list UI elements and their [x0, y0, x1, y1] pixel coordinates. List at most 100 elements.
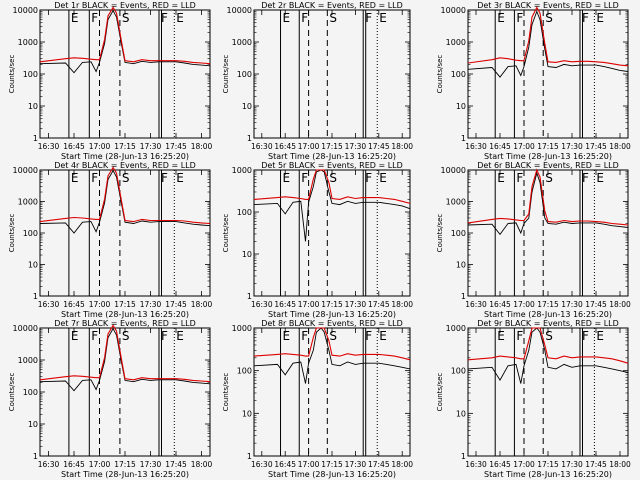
y-tick-label: 100: [23, 388, 38, 397]
y-tick-label: 10: [28, 261, 38, 270]
panel-det-7: Det 7r BLACK = Events, RED = LLD 1 10 100 10…: [8, 319, 213, 479]
flag-letter: F: [161, 171, 168, 185]
events-series-line: [39, 9, 211, 74]
panel-title: Det 1r BLACK = Events, RED = LLD: [54, 1, 196, 10]
x-axis-label: Start Time (28-Jun-13 16:25:20): [268, 152, 396, 161]
flag-letter: E: [71, 171, 79, 185]
x-tick-label: 16:30: [38, 300, 60, 309]
x-axis-label: Start Time (28-Jun-13 16:25:20): [61, 152, 189, 161]
flag-letter: E: [497, 329, 505, 343]
plot-frame: [39, 327, 211, 457]
y-tick-label: 100: [237, 367, 252, 376]
x-tick-label: 16:45: [274, 460, 296, 469]
x-tick-label: 18:00: [609, 460, 631, 469]
plot-frame: [253, 9, 411, 139]
x-tick-label: 17:30: [345, 460, 367, 469]
flag-letter: E: [596, 11, 604, 25]
x-tick-label: 17:30: [140, 300, 162, 309]
y-tick-label: 10: [456, 261, 466, 270]
x-tick-label: 17:30: [345, 142, 367, 151]
lld-series-line: [39, 6, 211, 65]
flag-letter: F: [365, 329, 372, 343]
y-tick-label: 1000: [232, 166, 252, 175]
flag-letter: S: [545, 329, 553, 343]
flag-letter: F: [301, 329, 308, 343]
panel-det-1: Det 1r BLACK = Events, RED = LLD 1 10 100 10…: [8, 1, 213, 161]
flag-letter: E: [379, 11, 387, 25]
x-tick-label: 18:00: [391, 300, 413, 309]
y-tick-label: 1000: [18, 356, 38, 365]
x-tick-label: 18:00: [391, 142, 413, 151]
flag-letter: E: [176, 171, 184, 185]
y-tick-label: 1000: [232, 324, 252, 333]
panel-det-9: Det 9r BLACK = Events, RED = LLD 1 10 100 10…: [436, 319, 631, 479]
y-tick-label: 100: [451, 367, 466, 376]
panel-det-5: Det 5r BLACK = Events, RED = LLD 1 10 100 10…: [222, 161, 413, 319]
flag-letter: E: [379, 171, 387, 185]
flag-letter: E: [379, 329, 387, 343]
y-tick-label: 1000: [232, 38, 252, 47]
flag-letter: E: [596, 329, 604, 343]
events-series-line: [39, 327, 211, 392]
y-tick-label: 1: [461, 452, 466, 461]
flag-letter: F: [301, 171, 308, 185]
plot-frame: [467, 169, 629, 297]
x-tick-label: 17:15: [114, 142, 136, 151]
x-tick-label: 17:00: [89, 300, 111, 309]
y-tick-label: 1000: [446, 198, 466, 207]
flag-letter: S: [122, 11, 130, 25]
x-tick-label: 16:45: [274, 300, 296, 309]
y-tick-label: 1: [461, 292, 466, 301]
x-axis-label: Start Time (28-Jun-13 16:25:20): [61, 470, 189, 479]
flag-letter: F: [91, 11, 98, 25]
flag-letter: S: [122, 329, 130, 343]
y-axis-label: Counts/sec: [222, 373, 230, 412]
panel-det-6: Det 6r BLACK = Events, RED = LLD 1 10 100 10…: [436, 161, 631, 319]
x-tick-label: 17:30: [140, 460, 162, 469]
lld-series-line: [39, 324, 211, 383]
flag-letter: F: [91, 171, 98, 185]
panel-title: Det 9r BLACK = Events, RED = LLD: [477, 319, 619, 328]
x-tick-label: 16:45: [274, 142, 296, 151]
events-series-line: [253, 327, 411, 384]
y-tick-label: 1: [33, 134, 38, 143]
plot-frame: [39, 9, 211, 139]
lld-series-line: [467, 6, 629, 67]
x-tick-label: 17:15: [537, 460, 559, 469]
flag-letter: S: [545, 171, 553, 185]
y-tick-label: 10000: [227, 6, 252, 15]
flag-letter: E: [497, 171, 505, 185]
y-tick-label: 10: [242, 250, 252, 259]
flag-letter: F: [301, 11, 308, 25]
x-tick-label: 18:00: [609, 300, 631, 309]
x-tick-label: 17:15: [537, 300, 559, 309]
x-axis-label: Start Time (28-Jun-13 16:25:20): [484, 152, 612, 161]
y-tick-label: 1000: [18, 38, 38, 47]
events-series-line: [467, 10, 629, 78]
y-tick-label: 100: [451, 70, 466, 79]
plot-frame: [253, 327, 411, 457]
lld-series-line: [253, 169, 411, 204]
x-tick-label: 17:45: [165, 300, 187, 309]
panel-title: Det 2r BLACK = Events, RED = LLD: [261, 1, 403, 10]
plot-frame: [39, 169, 211, 297]
y-tick-label: 10: [242, 409, 252, 418]
lld-series-line: [467, 168, 629, 226]
x-tick-label: 17:45: [585, 300, 607, 309]
y-tick-label: 100: [23, 70, 38, 79]
x-tick-label: 16:45: [63, 142, 85, 151]
lld-series-line: [39, 166, 211, 225]
panel-title: Det 8r BLACK = Events, RED = LLD: [261, 319, 403, 328]
x-tick-label: 16:30: [251, 460, 273, 469]
y-tick-label: 10: [456, 409, 466, 418]
y-tick-label: 1: [247, 292, 252, 301]
y-axis-label: Counts/sec: [222, 55, 230, 94]
flag-letter: E: [71, 329, 79, 343]
y-tick-label: 1000: [446, 324, 466, 333]
x-tick-label: 16:30: [251, 300, 273, 309]
x-tick-label: 16:30: [38, 460, 60, 469]
panel-det-3: Det 3r BLACK = Events, RED = LLD 1 10 100 10…: [436, 1, 631, 161]
y-axis-label: Counts/sec: [222, 214, 230, 253]
x-tick-label: 16:30: [38, 142, 60, 151]
y-tick-label: 1: [247, 452, 252, 461]
